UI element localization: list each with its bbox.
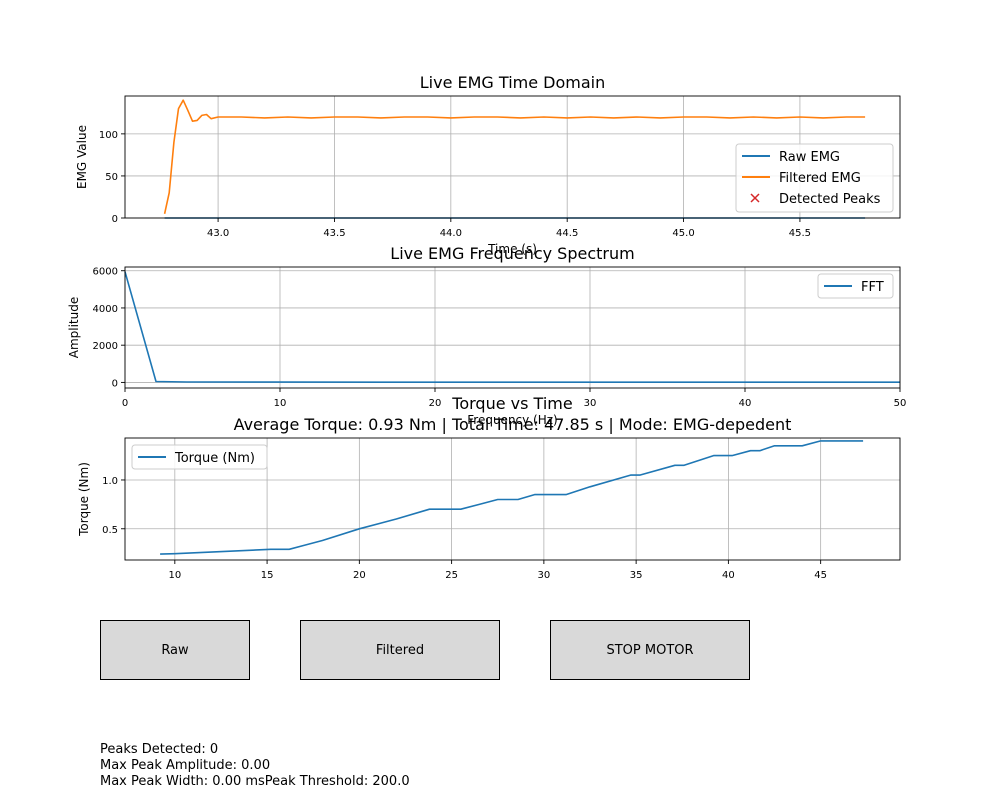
- legend-marker: [750, 193, 760, 203]
- x-tick-label: 10: [274, 398, 287, 409]
- x-tick-label: 0: [122, 398, 128, 409]
- x-tick-label: 43.0: [207, 228, 229, 239]
- series-line: [163, 99, 866, 214]
- legend-label: Torque (Nm): [174, 451, 255, 466]
- x-axis-label: Frequency (Hz): [467, 413, 558, 427]
- x-tick-label: 45.0: [672, 228, 694, 239]
- axes-frame: [124, 266, 901, 389]
- filtered-button[interactable]: Filtered: [300, 620, 500, 680]
- y-axis-label: Amplitude: [67, 297, 81, 359]
- status-panel: Peaks Detected: 0 Max Peak Amplitude: 0.…: [100, 742, 410, 790]
- x-tick-label: 45: [814, 570, 827, 581]
- chart-title: Live EMG Frequency Spectrum: [390, 244, 634, 263]
- legend-label: Raw EMG: [779, 150, 840, 165]
- x-tick-label: 40: [739, 398, 752, 409]
- legend-box: [131, 444, 268, 470]
- chart-title: Live EMG Time Domain: [420, 73, 605, 92]
- y-tick-label: 50: [105, 172, 118, 183]
- y-tick-label: 0.5: [102, 525, 118, 536]
- raw-button[interactable]: Raw: [100, 620, 250, 680]
- x-tick-label: 43.5: [323, 228, 345, 239]
- legend-label: FFT: [861, 280, 884, 295]
- axes-frame: [124, 437, 901, 561]
- x-axis-label: Time (s): [487, 242, 537, 256]
- x-tick-label: 50: [894, 398, 907, 409]
- x-tick-label: 35: [630, 570, 643, 581]
- peaks-detected-text: Peaks Detected: 0: [100, 742, 219, 757]
- x-tick-label: 40: [722, 570, 735, 581]
- stop-motor-button[interactable]: STOP MOTOR: [550, 620, 750, 680]
- x-tick-label: 25: [445, 570, 458, 581]
- y-tick-label: 6000: [93, 267, 118, 278]
- legend-box: [735, 143, 894, 213]
- chart-subtitle: Average Torque: 0.93 Nm | Total Time: 47…: [234, 415, 792, 434]
- x-tick-label: 15: [261, 570, 274, 581]
- x-tick-label: 20: [353, 570, 366, 581]
- y-tick-label: 4000: [93, 304, 118, 315]
- x-tick-label: 44.5: [556, 228, 578, 239]
- y-tick-label: 0: [112, 378, 118, 389]
- y-axis-label: Torque (Nm): [77, 462, 91, 537]
- legend-label: Filtered EMG: [779, 171, 861, 186]
- x-tick-label: 45.5: [789, 228, 811, 239]
- x-tick-label: 20: [429, 398, 442, 409]
- axes-frame: [124, 95, 901, 219]
- y-tick-label: 1.0: [102, 476, 118, 487]
- max-peak-amplitude-text: Max Peak Amplitude: 0.00: [100, 758, 271, 773]
- y-tick-label: 0: [112, 214, 118, 225]
- x-tick-label: 44.0: [440, 228, 462, 239]
- x-tick-label: 30: [584, 398, 597, 409]
- series-line: [160, 440, 864, 555]
- y-axis-label: EMG Value: [75, 125, 89, 189]
- legend-box: [817, 273, 894, 299]
- x-tick-label: 10: [168, 570, 181, 581]
- y-tick-label: 2000: [93, 341, 118, 352]
- chart-title: Torque vs Time: [451, 394, 572, 413]
- y-tick-label: 100: [99, 130, 118, 141]
- series-line: [124, 271, 900, 384]
- max-peak-width-threshold-text: Max Peak Width: 0.00 msPeak Threshold: 2…: [100, 774, 410, 789]
- x-tick-label: 30: [538, 570, 551, 581]
- legend-label: Detected Peaks: [779, 192, 881, 207]
